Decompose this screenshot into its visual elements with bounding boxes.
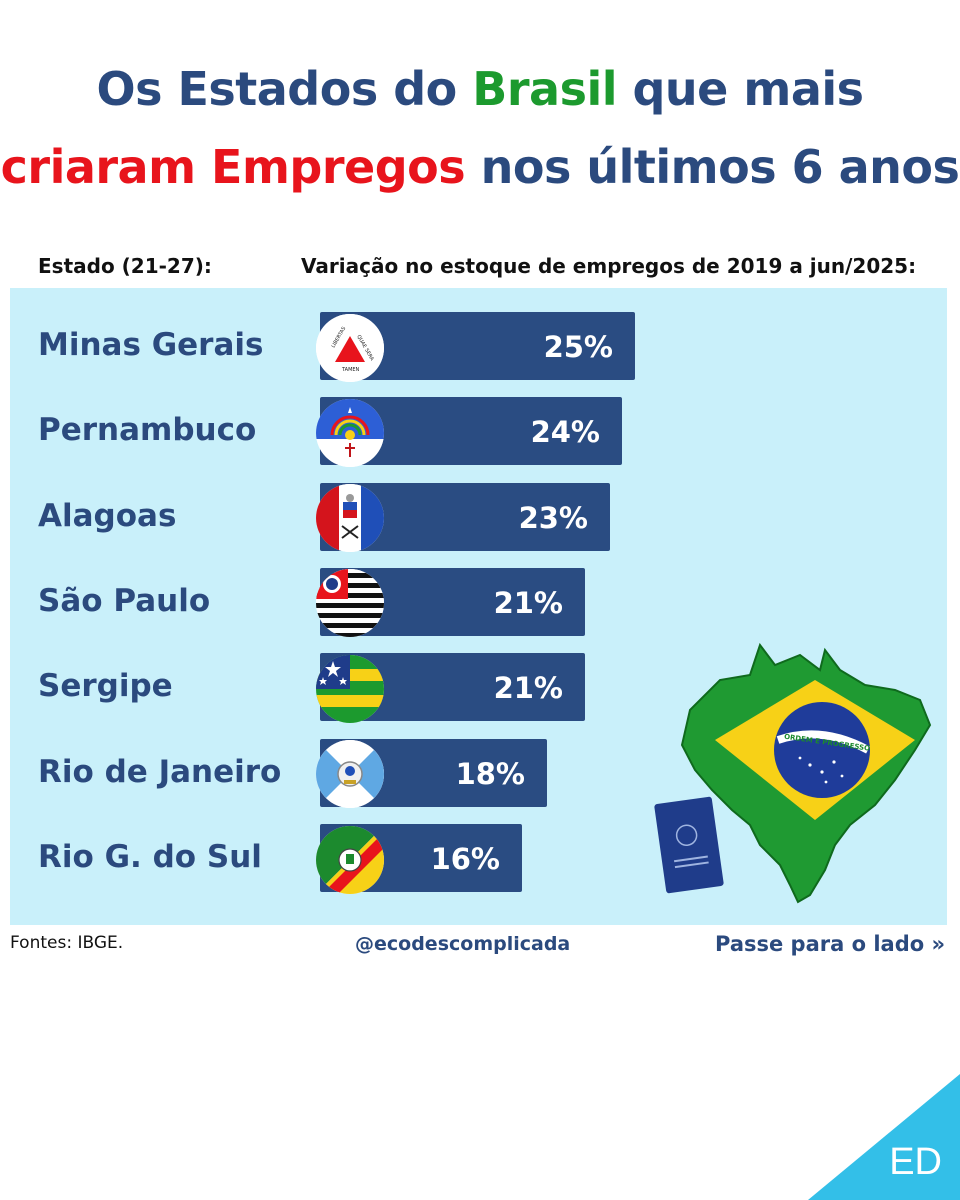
- title-highlight-empregos: criaram Empregos: [0, 140, 466, 194]
- state-label: Rio G. do Sul: [38, 839, 262, 875]
- state-label: Pernambuco: [38, 412, 257, 448]
- instagram-handle[interactable]: @ecodescomplicada: [355, 933, 571, 955]
- title-line-2: criaram Empregos nos últimos 6 anos: [0, 140, 960, 194]
- work-card-icon: [654, 796, 724, 894]
- title-highlight-brasil: Brasil: [472, 62, 617, 116]
- pernambuco-flag-icon: [316, 399, 384, 467]
- bar-value-label: 18%: [455, 757, 525, 791]
- ed-logo: ED: [889, 1141, 942, 1183]
- minas-gerais-flag-icon: LIBERTAS QUAE SERA TAMEN: [316, 314, 384, 382]
- variation-column-header: Variação no estoque de empregos de 2019 …: [301, 254, 917, 278]
- source-note: Fontes: IBGE.: [10, 933, 124, 953]
- bar-value-label: 16%: [430, 842, 500, 876]
- bar-value-label: 24%: [530, 415, 600, 449]
- state-label: Minas Gerais: [38, 327, 264, 363]
- state-label: Rio de Janeiro: [38, 754, 282, 790]
- state-column-header: Estado (21-27):: [38, 254, 212, 278]
- bar-value-label: 21%: [493, 586, 563, 620]
- corner-triangle: [808, 1074, 960, 1200]
- state-label: Alagoas: [38, 498, 177, 534]
- state-label: São Paulo: [38, 583, 211, 619]
- sao-paulo-flag-icon: [316, 569, 384, 637]
- title-line-1: Os Estados do Brasil que mais: [0, 62, 960, 116]
- alagoas-flag-icon: [316, 484, 384, 552]
- sergipe-flag-icon: [316, 655, 384, 723]
- rio-de-janeiro-flag-icon: [316, 740, 384, 808]
- swipe-next-link[interactable]: Passe para o lado »: [715, 932, 946, 956]
- bar-value-label: 23%: [518, 501, 588, 535]
- title-text: que mais: [616, 62, 864, 116]
- title-text: nos últimos 6 anos: [465, 140, 960, 194]
- bar-value-label: 25%: [543, 330, 613, 364]
- mg-flag-text: TAMEN: [341, 367, 360, 373]
- title-text: Os Estados do: [96, 62, 473, 116]
- brazil-map-illustration: ORDEM E PROGRESSO: [654, 642, 932, 904]
- bar-value-label: 21%: [493, 671, 563, 705]
- rio-grande-do-sul-flag-icon: [316, 826, 384, 894]
- state-label: Sergipe: [38, 668, 173, 704]
